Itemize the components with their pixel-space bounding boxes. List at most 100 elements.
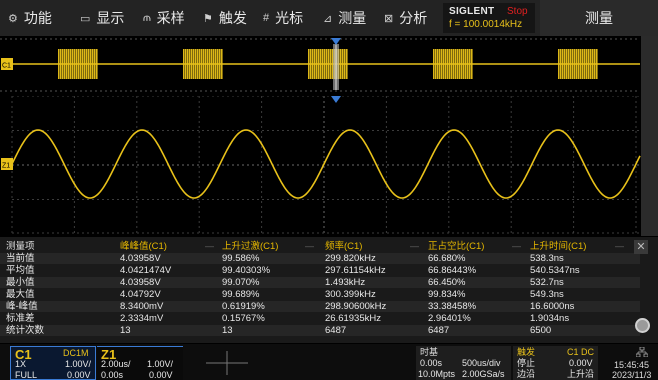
trigger-source: C1 DC	[567, 347, 595, 357]
header-duty[interactable]: 正占空比(C1)	[428, 241, 485, 252]
measure-settings-knob-icon[interactable]	[635, 318, 650, 333]
trigger-level: 0.00V	[569, 358, 593, 368]
measurement-row: 平均值 4.0421474V 99.40303% 297.61154kHz 66.864…	[0, 265, 640, 276]
panel-title[interactable]: 测量	[540, 0, 658, 36]
memory-depth: 10.0Mpts	[418, 369, 456, 379]
menu-acquire[interactable]: ⫙ 采样	[143, 0, 185, 36]
overview-trigger-position-icon[interactable]	[331, 38, 341, 45]
trigger-type: 边沿	[517, 369, 536, 379]
header-pkpk[interactable]: 峰峰值(C1)	[120, 241, 167, 252]
measurement-value: 540.5347ns	[530, 265, 580, 276]
menu-trigger[interactable]: ⚑ 触发	[203, 0, 247, 36]
measurement-row-label: 最大值	[6, 289, 35, 300]
measurement-value: 99.40303%	[222, 265, 271, 276]
brand-logo: SIGLENT	[449, 6, 495, 17]
measurement-value: 0.15767%	[222, 313, 265, 324]
measurement-row-label: 峰-峰值	[6, 301, 38, 312]
menu-display[interactable]: ▭ 显示	[80, 0, 124, 36]
timebase-delay: 0.00s	[420, 358, 443, 368]
measurement-header-row: 测量项 峰峰值(C1) — 上升过激(C1) — 频率(C1) — 正占空比(C…	[6, 241, 624, 252]
analysis-icon: ⊠	[384, 12, 394, 25]
z1-marker-label: Z1	[2, 163, 10, 170]
measurement-row: 标准差 2.3334mV 0.15767% 26.61935kHz 2.96401% 1.…	[0, 313, 640, 324]
measurement-value: 99.834%	[428, 289, 466, 300]
run-status[interactable]: Stop	[507, 6, 528, 17]
measurement-row-label: 最小值	[6, 277, 35, 288]
menu-acquire-label: 采样	[156, 10, 185, 26]
timebase-box[interactable]: 时基 0.00s 500us/div 10.0Mpts 2.00GSa/s	[416, 346, 511, 380]
measurement-row: 峰-峰值 8.3400mV 0.61919% 298.90600kHz 33.38458…	[0, 301, 640, 312]
z1-timescale: 2.00us/	[101, 359, 131, 369]
overview-waveform[interactable]: C1	[0, 38, 658, 92]
right-side-strip	[641, 36, 658, 236]
display-icon: ▭	[80, 12, 91, 25]
measurement-value: 300.399kHz	[325, 289, 376, 300]
header-overshoot[interactable]: 上升过激(C1)	[222, 241, 279, 252]
z1-voltscale: 1.00V/	[147, 359, 174, 369]
menu-cursor-label: 光标	[275, 10, 304, 26]
measurement-row-label: 标准差	[6, 313, 35, 324]
measurement-table: 测量项 峰峰值(C1) — 上升过激(C1) — 频率(C1) — 正占空比(C…	[0, 237, 658, 343]
menu-bar: ⚙ 功能 ▭ 显示 ⫙ 采样 ⚑ 触发 # 光标 ⊿ 测量 ⊠ 分析 SIGLE…	[0, 0, 658, 36]
measurement-value: 13	[120, 325, 131, 336]
measure-icon: ⊿	[323, 12, 333, 25]
add-channel-plus-icon[interactable]	[202, 348, 252, 378]
trigger-frequency: f = 100.0014kHz	[449, 19, 523, 30]
brand-status-box: SIGLENT Stop f = 100.0014kHz	[443, 3, 535, 33]
ch1-marker-label: C1	[2, 63, 11, 70]
measurement-value: 4.0421474V	[120, 265, 172, 276]
zoom-info-box[interactable]: Z1 2.00us/ 1.00V/ 0.00s 0.00V	[97, 346, 183, 380]
measurement-value: 0.61919%	[222, 301, 265, 312]
measurement-value: 99.586%	[222, 253, 260, 264]
menu-cursor[interactable]: # 光标	[263, 0, 303, 36]
measurement-value: 4.03958V	[120, 253, 161, 264]
z1-offset: 0.00V	[149, 370, 173, 380]
measurement-row-label: 统计次数	[6, 325, 45, 336]
measurement-value: 6487	[325, 325, 347, 336]
measurement-row: 当前值 4.03958V 99.586% 299.820kHz 66.680% 538.3…	[0, 253, 640, 264]
ch1-scale: 1.00V/	[65, 359, 92, 369]
timebase-title: 时基	[420, 347, 439, 357]
measurement-value: 2.3334mV	[120, 313, 164, 324]
ch1-offset: 0.00V	[67, 370, 91, 380]
trigger-box[interactable]: 触发 C1 DC 停止 0.00V 边沿 上升沿	[513, 346, 598, 380]
ch1-bandwidth: FULL	[15, 370, 38, 380]
header-frequency[interactable]: 频率(C1)	[325, 241, 363, 252]
header-risetime[interactable]: 上升时间(C1)	[530, 241, 587, 252]
menu-display-label: 显示	[96, 10, 125, 26]
network-icon	[636, 347, 648, 357]
measurement-value: 538.3ns	[530, 253, 564, 264]
measurement-value: 33.38458%	[428, 301, 477, 312]
z1-ground-marker[interactable]	[1, 158, 13, 170]
trigger-title: 触发	[517, 347, 536, 357]
measurement-value: 4.04792V	[120, 289, 161, 300]
measurement-value: 297.61154kHz	[325, 265, 386, 276]
sample-rate: 2.00GSa/s	[462, 369, 505, 379]
burst-envelope	[308, 49, 348, 79]
cursor-icon: #	[263, 12, 270, 24]
burst-envelope	[183, 49, 223, 79]
clock-time: 15:45:45	[614, 360, 650, 370]
menu-analysis[interactable]: ⊠ 分析	[384, 0, 427, 36]
menu-measure[interactable]: ⊿ 测量	[323, 0, 366, 36]
measurement-value: 1.493kHz	[325, 277, 366, 288]
menu-utility-label: 功能	[23, 10, 52, 26]
ch1-ground-marker[interactable]	[1, 58, 13, 70]
measurement-row-label: 平均值	[6, 265, 35, 276]
menu-utility[interactable]: ⚙ 功能	[8, 0, 52, 36]
measurement-value: 8.3400mV	[120, 301, 164, 312]
ch1-info-box[interactable]: C1 DC1M 1X 1.00V/ FULL 0.00V	[10, 346, 96, 380]
ch1-coupling: DC1M	[63, 348, 89, 358]
measurement-value: 66.680%	[428, 253, 466, 264]
menu-measure-label: 测量	[338, 10, 367, 26]
measurement-row-label: 当前值	[6, 253, 35, 264]
main-waveform[interactable]: Z1	[0, 96, 658, 234]
ch1-probe: 1X	[15, 359, 27, 369]
measurement-value: 6487	[428, 325, 450, 336]
close-icon[interactable]: ✕	[634, 240, 648, 254]
ch1-label: C1	[15, 347, 32, 362]
trigger-position-icon[interactable]	[331, 96, 341, 103]
measurement-value: 298.90600kHz	[325, 301, 387, 312]
trigger-mode: 停止	[517, 358, 536, 368]
measurement-row: 最大值 4.04792V 99.689% 300.399kHz 99.834% 549.3…	[0, 289, 640, 300]
